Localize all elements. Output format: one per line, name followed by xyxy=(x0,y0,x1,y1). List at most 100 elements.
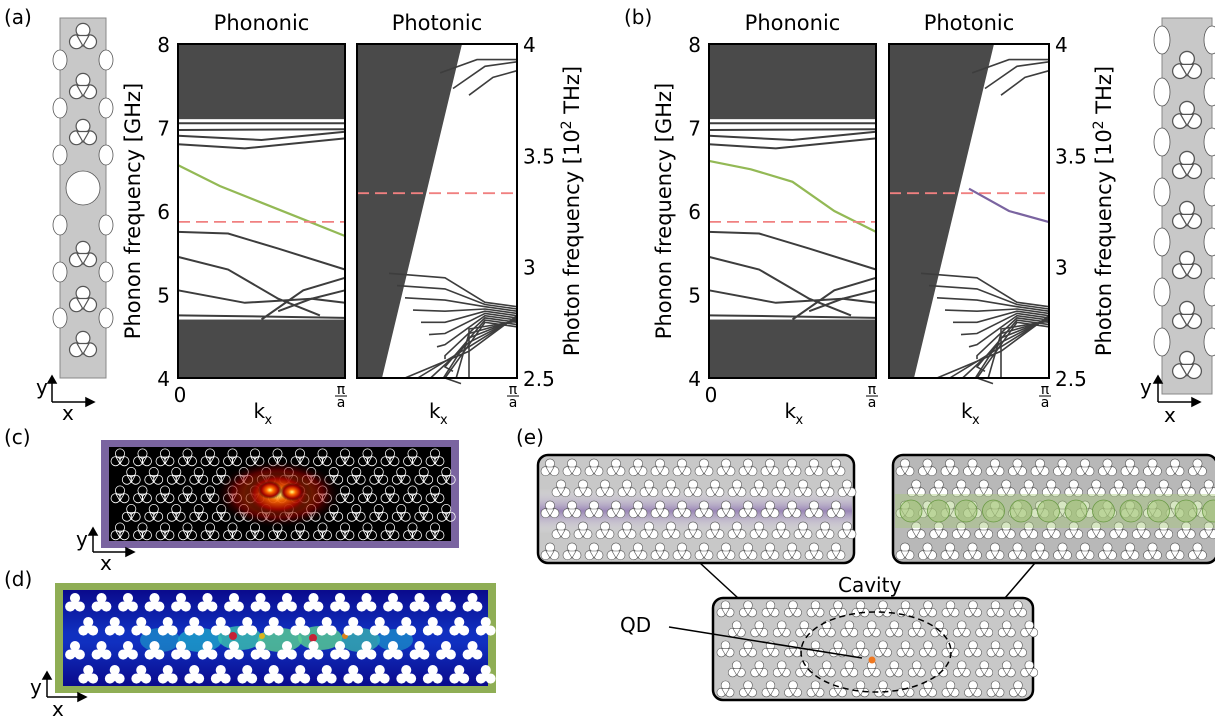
y-tick-label: 3 xyxy=(1055,256,1068,280)
x-tick-label-pi: π xyxy=(868,382,877,398)
photon-band xyxy=(468,320,518,378)
photon-band xyxy=(436,314,518,348)
x-axis-label: k xyxy=(254,399,266,423)
x-tick-label: 0 xyxy=(705,383,718,407)
mechanical-mode-band xyxy=(177,164,346,238)
y-tick-label: 4 xyxy=(157,367,170,391)
phonon-band xyxy=(708,230,877,271)
x-tick-label-a: a xyxy=(868,395,877,411)
plot-frame xyxy=(177,43,346,379)
y-tick-label: 3 xyxy=(523,256,536,280)
panel-label-d: (d) xyxy=(4,567,32,591)
photonic-plot: 2.5 3 3.5 4 Photon frequency [102 THz] Photon… xyxy=(888,11,1116,428)
phonon-band xyxy=(177,130,346,142)
photon-band xyxy=(953,310,1050,324)
phonon-band xyxy=(177,289,346,304)
lower-band-continuum xyxy=(709,319,876,378)
phonon-band xyxy=(708,255,852,317)
coord-y-c: y xyxy=(76,527,88,551)
unit-cell-strip-b xyxy=(1153,17,1215,395)
phonon-band xyxy=(708,289,877,304)
qd-label: QD xyxy=(620,613,651,637)
lower-band-continuum xyxy=(178,319,345,378)
plot-title: Phononic xyxy=(214,11,310,35)
phonon-band xyxy=(708,314,877,319)
photon-band xyxy=(936,297,1050,312)
photon-band xyxy=(428,312,518,336)
photon-band xyxy=(396,284,518,310)
x-tick-label-pi: π xyxy=(1041,382,1050,398)
y-tick-label: 5 xyxy=(688,284,701,308)
y-axis-label: Phonon frequency [GHz] xyxy=(652,83,676,339)
x-tick-label-a: a xyxy=(1041,395,1050,411)
coord-axes-c xyxy=(87,526,136,558)
x-axis-label-sub: x xyxy=(265,413,273,428)
y-axis-label: Photon frequency [102 THz] xyxy=(1091,66,1116,356)
mechanical-mode-site xyxy=(899,499,923,523)
photon-band xyxy=(975,321,1050,385)
cavity-label: Cavity xyxy=(838,573,901,597)
phonon-band xyxy=(708,130,877,142)
photon-band xyxy=(421,310,518,324)
mechanical-mode-band xyxy=(708,159,877,233)
phonon-band xyxy=(708,137,877,150)
mechanical-mode-panel xyxy=(55,583,496,693)
phonon-band xyxy=(177,137,346,150)
mechanical-mode-site xyxy=(1037,499,1060,523)
photon-band xyxy=(987,319,1050,379)
photon-band xyxy=(1000,320,1050,378)
phonon-band xyxy=(177,314,346,319)
photon-band xyxy=(444,317,518,360)
mechanical-mode-site xyxy=(1147,499,1170,523)
photon-band xyxy=(960,312,1050,336)
x-axis-label: k xyxy=(429,399,441,423)
photon-band xyxy=(443,321,518,385)
plot-frame xyxy=(888,43,1050,379)
panel-label-a: (a) xyxy=(4,5,32,29)
coord-x-d: x xyxy=(52,697,64,720)
panel-label-c: (c) xyxy=(4,425,31,449)
photon-band xyxy=(944,308,1050,315)
y-tick-label: 2.5 xyxy=(523,367,555,391)
mechanical-mode-site xyxy=(1064,499,1088,523)
coord-axes-a xyxy=(46,374,96,408)
panel-label-b: (b) xyxy=(624,5,652,29)
y-tick-label: 4 xyxy=(688,367,701,391)
coord-axes-b xyxy=(1152,374,1202,408)
coord-y-a: y xyxy=(36,375,48,399)
photon-band xyxy=(968,314,1050,348)
coord-x-c: x xyxy=(100,551,112,575)
mechanical-mode-site xyxy=(1092,499,1115,523)
schematic-panel-e xyxy=(536,453,1215,702)
light-cone xyxy=(889,44,994,378)
photon-band xyxy=(1000,69,1050,96)
light-cone xyxy=(357,44,462,378)
photon-band xyxy=(455,319,518,379)
photon-band xyxy=(984,61,1050,90)
photon-band xyxy=(976,317,1050,360)
y-tick-label: 2.5 xyxy=(1055,367,1087,391)
mechanical-mode-site xyxy=(954,499,978,523)
x-axis-label-sub: x xyxy=(972,413,980,428)
photon-band xyxy=(920,272,1050,308)
mechanical-mode-site xyxy=(927,499,950,523)
photon-band xyxy=(928,284,1050,310)
phonon-band xyxy=(260,276,346,321)
phonon-band xyxy=(277,297,346,313)
upper-band-continuum xyxy=(178,44,345,120)
photon-band xyxy=(412,308,518,315)
coord-y-d: y xyxy=(30,675,42,699)
plot-frame xyxy=(356,43,518,379)
y-tick-label: 3.5 xyxy=(1055,144,1087,168)
x-tick-label: 0 xyxy=(174,383,187,407)
mechanical-mode-site xyxy=(982,499,1005,523)
x-axis-label-sub: x xyxy=(440,413,448,428)
optical-mode-band xyxy=(968,187,1050,224)
y-tick-label: 6 xyxy=(157,200,170,224)
x-axis-label: k xyxy=(961,399,973,423)
phonon-band xyxy=(791,276,877,321)
phononic-plot: 4 5 6 7 8 Phonon frequency [GHz] Phononic 0 k x πa xyxy=(121,11,347,428)
y-axis-label: Phonon frequency [GHz] xyxy=(121,83,145,339)
upper-band-continuum xyxy=(709,44,876,120)
